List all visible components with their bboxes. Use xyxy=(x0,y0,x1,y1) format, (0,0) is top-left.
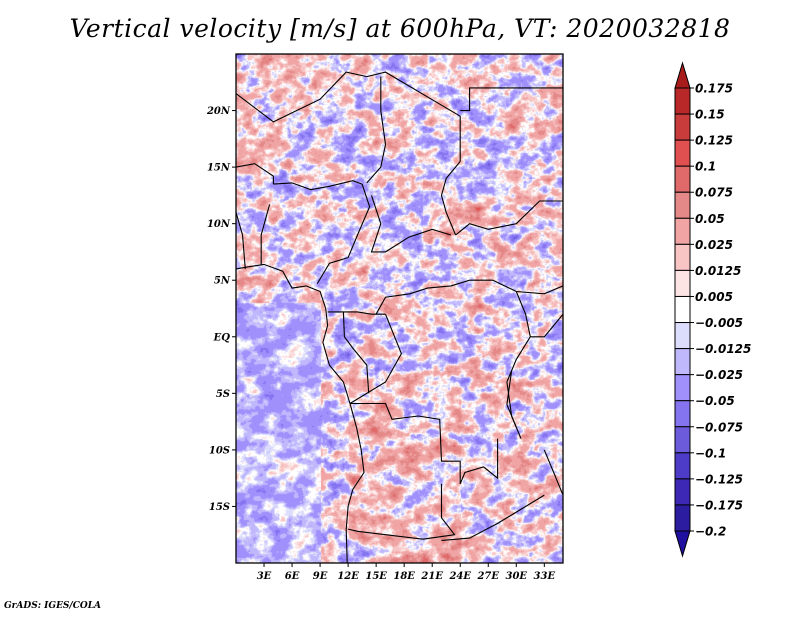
colorbar-label: −0.125 xyxy=(695,472,743,486)
colorbar-box xyxy=(674,374,691,402)
colorbar-label: −0.05 xyxy=(695,394,735,408)
x-axis: 3E 6E 9E 12E 15E 18E 21E 24E 27E 30E 33E xyxy=(257,563,556,582)
colorbar-box xyxy=(674,113,691,141)
colorbar-label: −0.005 xyxy=(695,316,743,330)
colorbar-box xyxy=(674,322,691,350)
border-line xyxy=(543,449,563,496)
colorbar-label: 0.125 xyxy=(695,134,733,148)
y-tick-label: 10N xyxy=(207,219,231,230)
country-borders xyxy=(236,71,563,563)
y-tick-label: 10S xyxy=(209,445,230,456)
colorbar-box xyxy=(674,217,691,245)
border-line xyxy=(236,163,274,185)
border-line xyxy=(316,183,371,284)
plot-frame xyxy=(235,53,564,564)
colorbar-box xyxy=(674,295,691,324)
colorbar-box xyxy=(674,165,691,193)
chart-title: Vertical velocity [m/s] at 600hPa, VT: 2… xyxy=(69,14,731,43)
y-tick-label: 5N xyxy=(214,276,231,287)
border-line xyxy=(260,204,271,266)
border-line xyxy=(375,279,493,315)
colorbar-box xyxy=(674,191,691,219)
colorbar-box xyxy=(674,243,691,271)
colorbar-box xyxy=(674,139,691,167)
border-line xyxy=(342,311,370,394)
colorbar-label: 0.075 xyxy=(695,186,733,200)
colorbar-box xyxy=(674,269,691,297)
colorbar-label: 0.005 xyxy=(695,290,733,304)
colorbar-label: 0.0125 xyxy=(695,264,741,278)
colorbar-label: −0.025 xyxy=(695,368,743,382)
colorbar-extend-max xyxy=(674,61,691,89)
border-line xyxy=(506,370,517,428)
border-line xyxy=(236,71,367,123)
x-tick-label: 6E xyxy=(285,571,300,582)
border-line xyxy=(236,212,246,269)
y-tick-label: EQ xyxy=(213,332,231,343)
colorbar-label: 0.1 xyxy=(695,160,716,174)
y-tick-label: 5S xyxy=(216,389,230,400)
colorbar-label: −0.2 xyxy=(695,525,726,539)
colorbar-box xyxy=(674,452,691,480)
border-line xyxy=(366,76,387,184)
border-line xyxy=(347,483,456,540)
x-tick-label: 21E xyxy=(420,571,443,582)
colorbar-label: 0.025 xyxy=(695,238,733,252)
y-tick-label: 20N xyxy=(206,106,231,117)
y-tick-label: 15N xyxy=(207,163,231,174)
border-line xyxy=(492,279,563,295)
border-line xyxy=(327,311,386,315)
border-line xyxy=(273,180,363,191)
colorbar-label: −0.175 xyxy=(695,498,743,512)
colorbar-label: 0.05 xyxy=(695,212,725,226)
x-tick-label: 24E xyxy=(448,571,471,582)
colorbar-box xyxy=(674,504,691,532)
y-tick-label: 15S xyxy=(209,502,230,513)
colorbar-label: 0.15 xyxy=(695,108,725,122)
colorbar-box xyxy=(674,426,691,454)
x-tick-label: 33E xyxy=(534,571,556,582)
border-line xyxy=(349,313,403,404)
colorbar-label: −0.1 xyxy=(695,446,726,460)
x-tick-label: 30E xyxy=(506,571,528,582)
border-line xyxy=(455,200,563,236)
colorbar-label: −0.0125 xyxy=(695,342,751,356)
border-line xyxy=(236,263,365,563)
colorbar-extend-min xyxy=(674,530,691,558)
border-line xyxy=(459,438,499,485)
y-axis: 20N 15N 10N 5N EQ 5S 10S 15S xyxy=(206,106,236,513)
border-line xyxy=(366,71,461,162)
border-line xyxy=(440,161,461,236)
border-line xyxy=(370,195,452,253)
border-line xyxy=(441,494,545,541)
x-tick-label: 3E xyxy=(257,571,272,582)
border-line xyxy=(460,87,563,112)
x-tick-label: 12E xyxy=(337,571,359,582)
border-line xyxy=(530,313,563,338)
border-line xyxy=(350,402,461,484)
colorbar-label: 0.175 xyxy=(695,82,733,96)
x-tick-label: 9E xyxy=(313,571,328,582)
x-tick-label: 27E xyxy=(476,571,499,582)
colorbar-label: −0.075 xyxy=(695,420,743,434)
x-tick-label: 18E xyxy=(393,571,415,582)
colorbar-box xyxy=(674,478,691,506)
grads-credit: GrADS: IGES/COLA xyxy=(4,601,102,611)
velocity-field xyxy=(236,54,563,563)
velocity-field-raster xyxy=(236,54,563,563)
x-tick-label: 15E xyxy=(365,571,387,582)
colorbar-box xyxy=(674,400,691,428)
colorbar-box xyxy=(674,348,691,376)
colorbar: 0.175 0.15 0.125 0.1 0.075 0.05 0.025 0.0125 0.0… xyxy=(674,61,751,558)
colorbar-box xyxy=(674,87,691,115)
